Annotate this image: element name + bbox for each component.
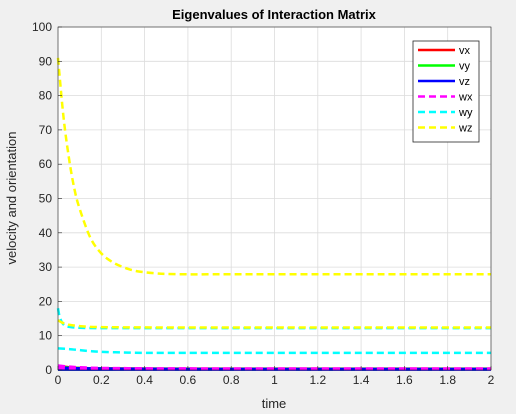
x-tick-label: 0.8 [223, 373, 240, 387]
y-tick-label: 90 [39, 54, 53, 68]
y-tick-label: 40 [39, 226, 53, 240]
series-line-wz [57, 319, 491, 329]
y-tick-label: 80 [39, 89, 53, 103]
legend-label-wy: wy [458, 107, 473, 119]
x-tick-label: 1 [271, 373, 278, 387]
y-tick-label: 60 [39, 157, 53, 171]
legend: vx vy vz wx wy wz [412, 40, 480, 143]
x-tick-label: 0.4 [136, 373, 153, 387]
legend-label-vz: vz [459, 76, 470, 88]
y-tick-label: 0 [45, 363, 52, 377]
legend-label-wx: wx [458, 92, 473, 104]
x-axis-label: time [262, 396, 287, 411]
x-tick-label: 0.6 [180, 373, 197, 387]
y-tick-label: 50 [39, 192, 53, 206]
y-tick-label: 10 [39, 329, 53, 343]
chart-title: Eigenvalues of Interaction Matrix [172, 7, 376, 22]
x-tick-label: 0 [55, 373, 62, 387]
ticks: 0 0.2 0.4 0.6 0.8 1 1.2 1.4 1.6 1.8 20102030405060… [32, 20, 495, 387]
x-tick-label: 2 [488, 373, 495, 387]
legend-label-vy: vy [459, 61, 471, 73]
x-tick-label: 1.4 [353, 373, 370, 387]
y-tick-label: 100 [32, 20, 52, 34]
series-wx [57, 364, 491, 371]
legend-label-wz: wz [458, 123, 472, 135]
y-axis-label: velocity and orientation [4, 132, 19, 265]
series-wz [56, 57, 491, 329]
y-tick-label: 70 [39, 123, 53, 137]
legend-box [412, 40, 480, 143]
x-tick-label: 1.8 [439, 373, 456, 387]
series-line-wz [56, 57, 491, 276]
x-tick-label: 0.2 [93, 373, 110, 387]
series-line-wx [57, 364, 491, 370]
y-tick-label: 30 [39, 260, 53, 274]
x-tick-label: 1.6 [396, 373, 413, 387]
legend-label-vx: vx [459, 45, 471, 57]
x-tick-label: 1.2 [309, 373, 326, 387]
y-tick-label: 20 [39, 294, 53, 308]
